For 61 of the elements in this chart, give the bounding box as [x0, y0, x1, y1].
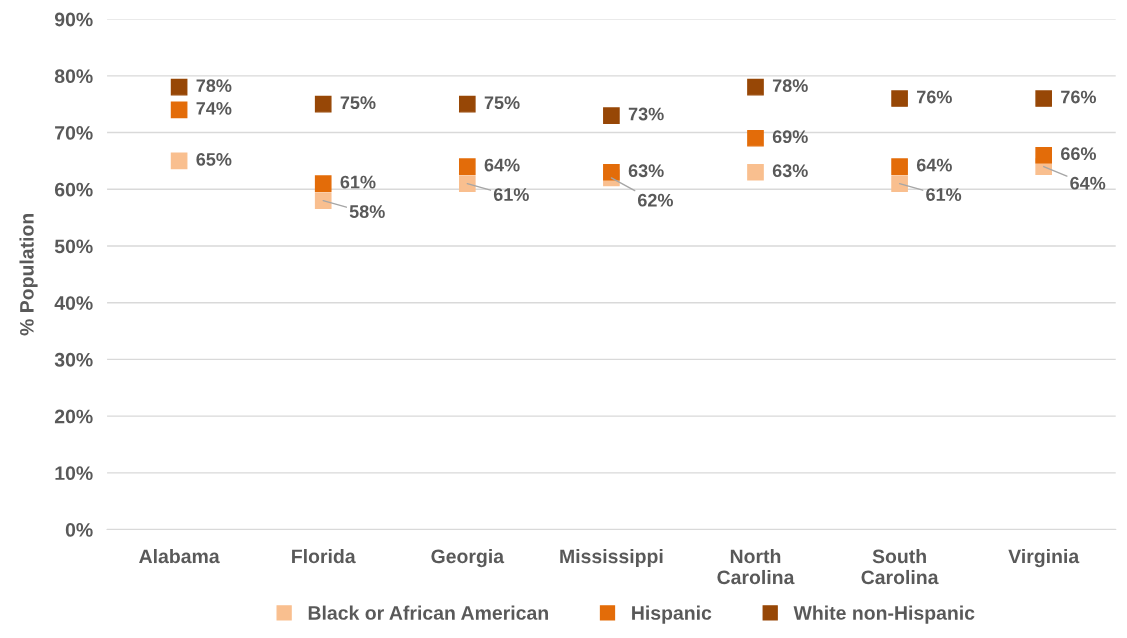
point [314, 192, 332, 209]
y-tick-label: 0% [65, 523, 93, 537]
data-label: 76% [1061, 90, 1097, 104]
data-label: 76% [917, 90, 952, 104]
x-tick-label: Florida [292, 548, 356, 564]
point [747, 129, 764, 147]
point [458, 158, 476, 175]
data-label: 64% [916, 158, 952, 172]
point [603, 107, 620, 124]
legend-label: Hispanic [632, 605, 712, 624]
y-tick-label: 20% [54, 409, 93, 424]
y-tick-label: 80% [54, 69, 93, 84]
data-label: 64% [484, 158, 520, 172]
point [891, 90, 908, 107]
point [458, 95, 476, 113]
data-label: 65% [196, 152, 232, 166]
y-tick-label: 50% [54, 239, 93, 254]
point [314, 175, 332, 192]
data-label: 64% [1070, 176, 1106, 190]
point [1035, 90, 1053, 107]
data-label: 63% [628, 164, 664, 178]
data-label: 62% [637, 193, 673, 207]
point [891, 175, 908, 192]
point [603, 163, 620, 181]
y-tick-label: 90% [54, 12, 93, 27]
x-tick-label: South Carolina [861, 548, 939, 585]
point [314, 95, 332, 113]
data-label: 66% [1061, 147, 1097, 161]
point [170, 101, 188, 119]
data-label: 69% [772, 130, 808, 144]
x-tick-label: North Carolina [717, 548, 795, 585]
x-tick-label: Virginia [1008, 548, 1080, 568]
data-label: 61% [340, 175, 376, 189]
point [170, 152, 188, 170]
point [891, 158, 908, 175]
y-tick-label: 60% [54, 182, 93, 197]
point [747, 163, 764, 181]
point [458, 175, 476, 192]
y-tick-label: 10% [55, 466, 93, 481]
data-label: 75% [484, 96, 520, 110]
legend-label: Black or African American [308, 605, 548, 620]
point [1035, 146, 1053, 164]
point [747, 78, 764, 96]
y-tick-label: 40% [54, 296, 93, 310]
data-label: 78% [772, 79, 808, 93]
data-label: 63% [772, 164, 808, 178]
x-tick-label: Georgia [431, 548, 505, 568]
data-label: 73% [628, 107, 664, 121]
y-axis-title: % Population [19, 213, 38, 336]
data-label: 78% [196, 79, 232, 93]
y-tick-label: 30% [54, 352, 93, 367]
data-label: 61% [926, 188, 962, 201]
point [170, 78, 188, 96]
y-tick-label: 70% [55, 126, 93, 140]
data-label: 74% [196, 101, 232, 115]
data-label: 75% [340, 96, 376, 110]
legend-label: White non-Hispanic [793, 605, 975, 624]
x-tick-label: Mississippi [560, 548, 663, 568]
x-tick-label: Alabama [139, 548, 220, 564]
data-label: 61% [493, 188, 529, 201]
data-label: 58% [349, 205, 385, 218]
